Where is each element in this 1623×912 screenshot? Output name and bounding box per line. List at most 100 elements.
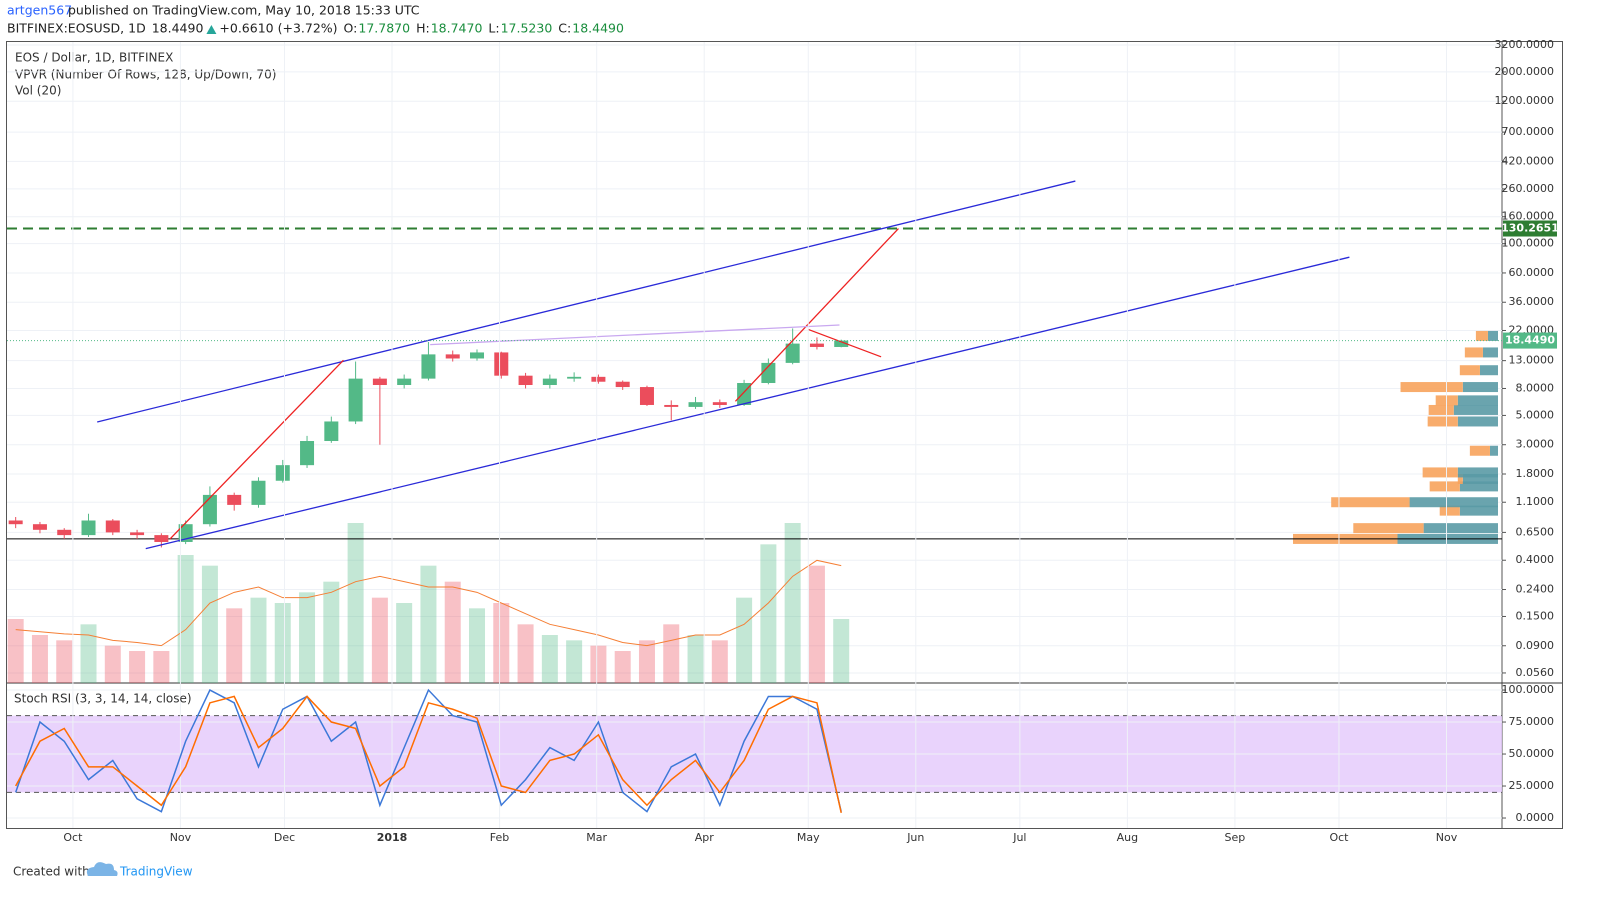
- volume-bar: [566, 640, 583, 683]
- y-tick-label: 1.8000: [1516, 467, 1555, 480]
- volume-bar: [760, 544, 777, 683]
- vpvr-down: [1429, 481, 1460, 492]
- candle-body: [32, 524, 47, 530]
- volume-bar: [420, 565, 437, 683]
- published: published on TradingView.com, May 10, 20…: [68, 3, 420, 18]
- candle-body: [105, 520, 120, 533]
- volume-bar: [736, 597, 753, 683]
- y-tick-label: 8.0000: [1516, 381, 1555, 394]
- volume-bar: [323, 581, 340, 683]
- last-price: 18.4490: [152, 21, 204, 36]
- volume-ma: [15, 559, 842, 647]
- trend-line: [430, 324, 840, 346]
- y-tick-label: 60.0000: [1509, 266, 1555, 279]
- change-arrow: [206, 25, 217, 34]
- volume-bar: [226, 608, 243, 683]
- vpvr-up: [1482, 347, 1498, 358]
- y-tick-label: 0.2400: [1516, 583, 1555, 596]
- vpvr-down: [1439, 505, 1460, 516]
- author[interactable]: artgen567: [7, 3, 72, 18]
- vpvr-up: [1462, 473, 1498, 484]
- candle-body: [8, 520, 23, 525]
- y-tick-label: 0.4000: [1516, 553, 1555, 566]
- vpvr-up: [1457, 395, 1498, 406]
- volume-bar: [129, 651, 146, 683]
- symbol: BITFINEX:EOSUSD, 1D: [7, 21, 146, 36]
- logo: [86, 862, 118, 876]
- symbol-line: BITFINEX:EOSUSD, 1D 18.4490 +0.6610 (+3.72…: [7, 21, 624, 36]
- x-tick-label: Apr: [695, 831, 715, 844]
- candle-body: [834, 340, 849, 347]
- vpvr-down: [1459, 365, 1480, 376]
- frame: [6, 41, 1563, 829]
- vpvr-up: [1457, 416, 1498, 427]
- price-box-label: 18.4490: [1505, 334, 1555, 347]
- volume-bar: [808, 565, 825, 683]
- y-tick-label: 100.0000: [1502, 683, 1555, 696]
- ohlc-label: L:: [488, 21, 499, 36]
- y-tick-label: 100.0000: [1502, 237, 1555, 250]
- trend-line: [97, 180, 1076, 423]
- vpvr-up: [1409, 497, 1498, 508]
- volume-bar: [444, 581, 461, 683]
- candle-body: [712, 402, 727, 405]
- y-tick-label: 13.0000: [1509, 354, 1555, 367]
- candle-body: [57, 529, 72, 536]
- volume-bar: [541, 635, 558, 683]
- candle-body: [300, 441, 315, 466]
- candle-body: [639, 387, 654, 405]
- volume-bar: [517, 624, 534, 683]
- y-tick-label: 75.0000: [1509, 715, 1555, 728]
- footer-brand[interactable]: TradingView: [119, 865, 193, 879]
- candle-body: [251, 480, 266, 505]
- volume-bar: [396, 603, 413, 683]
- vpvr-down: [1353, 523, 1424, 534]
- x-tick-label: 2018: [377, 831, 408, 844]
- volume-bar: [177, 555, 194, 683]
- indicator-label: VPVR (Number Of Rows, 128, Up/Down, 70): [15, 68, 276, 82]
- x-tick-label: Nov: [1436, 831, 1458, 844]
- vpvr-down: [1469, 445, 1490, 456]
- ohlc-value: 18.7470: [431, 21, 483, 36]
- price-box: [1503, 220, 1557, 237]
- candle-body: [324, 421, 339, 442]
- y-tick-label: 0.6500: [1516, 525, 1555, 538]
- candle-body: [785, 343, 800, 363]
- volume-bar: [250, 597, 267, 683]
- volume-bar: [347, 523, 364, 683]
- vpvr-down: [1475, 330, 1488, 341]
- x-tick-label: Nov: [170, 831, 192, 844]
- volume-bar: [711, 640, 728, 683]
- vpvr-up: [1423, 523, 1498, 534]
- vpvr-up: [1453, 404, 1498, 415]
- price-box-label: 130.2651: [1501, 222, 1559, 235]
- vpvr-up: [1459, 505, 1498, 516]
- y-tick-label: 0.1500: [1516, 609, 1555, 622]
- candle-body: [809, 343, 824, 347]
- pane-title: Stoch RSI (3, 3, 14, 14, close): [14, 692, 192, 706]
- y-tick-label: 0.0900: [1516, 639, 1555, 652]
- trend-line: [169, 359, 344, 540]
- x-tick-label: Oct: [1329, 831, 1349, 844]
- trend-line: [145, 256, 1350, 550]
- x-tick-label: Sep: [1225, 831, 1246, 844]
- indicator-label: Vol (20): [15, 84, 61, 98]
- candle-body: [615, 381, 630, 388]
- vpvr-down: [1428, 404, 1454, 415]
- y-tick-label: 50.0000: [1509, 747, 1555, 760]
- y-tick-label: 0.0560: [1516, 666, 1555, 679]
- candle-body: [154, 535, 169, 542]
- x-tick-label: Mar: [586, 831, 607, 844]
- candle-body: [518, 375, 533, 386]
- x-tick-label: Feb: [490, 831, 509, 844]
- ohlc-value: 17.7870: [358, 21, 410, 36]
- volume-bar: [153, 651, 170, 683]
- vpvr-up: [1479, 365, 1498, 376]
- vpvr-down: [1331, 497, 1410, 508]
- y-tick-label: 1.1000: [1516, 495, 1555, 508]
- volume-bar: [274, 603, 291, 683]
- vpvr-down: [1400, 382, 1463, 393]
- volume-bar: [469, 608, 486, 683]
